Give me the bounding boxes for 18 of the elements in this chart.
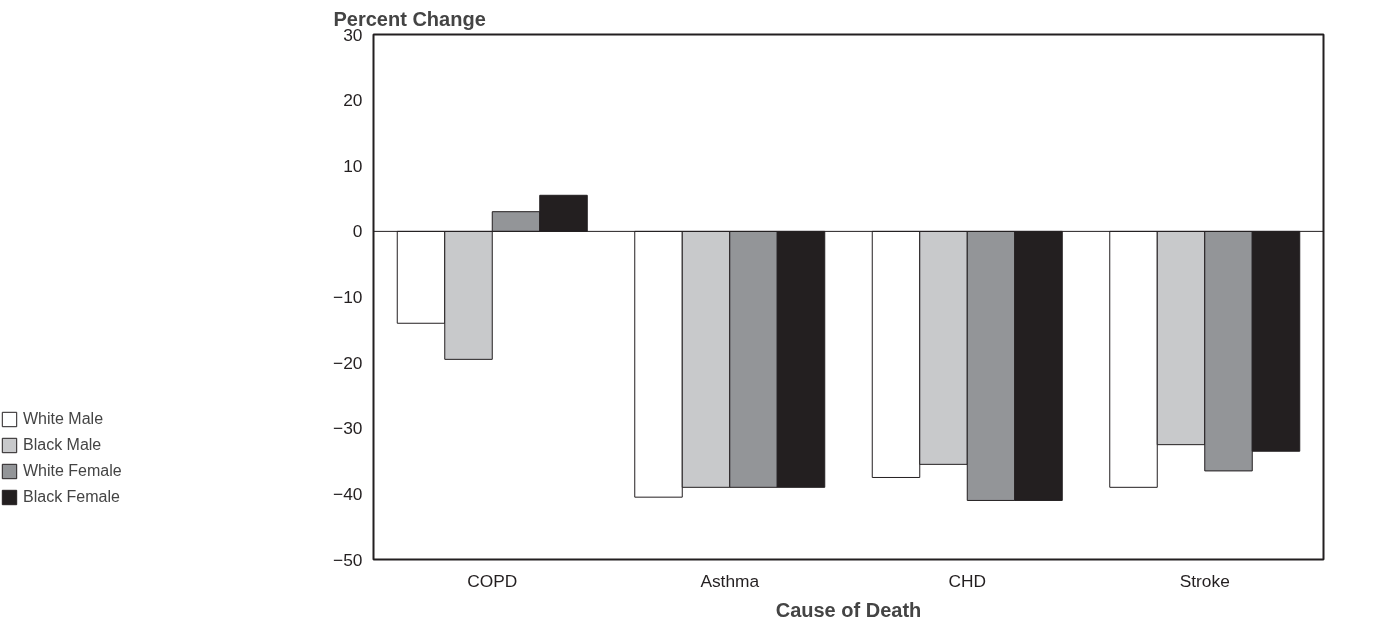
y-tick-label: 0 (352, 221, 363, 242)
x-tick-label: COPD (467, 570, 518, 591)
x-tick-label: CHD (948, 570, 987, 591)
x-axis-title: Cause of Death (775, 598, 922, 621)
legend-label: White Male (23, 410, 104, 428)
x-tick-label: Stroke (1179, 570, 1230, 591)
legend-label: Black Female (23, 488, 120, 506)
y-tick-label: −20 (333, 352, 363, 373)
y-tick-label: 20 (343, 90, 363, 111)
y-tick-label: 10 (343, 155, 363, 176)
y-tick-label: −50 (333, 549, 363, 570)
y-tick-label: −30 (333, 418, 363, 439)
legend-label: White Female (23, 462, 122, 480)
y-tick-label: −40 (333, 483, 363, 504)
y-tick-label: −10 (333, 287, 363, 307)
y-axis-title: Percent Change (333, 7, 486, 30)
legend-label: Black Male (23, 436, 102, 454)
x-tick-label: Asthma (700, 570, 760, 591)
